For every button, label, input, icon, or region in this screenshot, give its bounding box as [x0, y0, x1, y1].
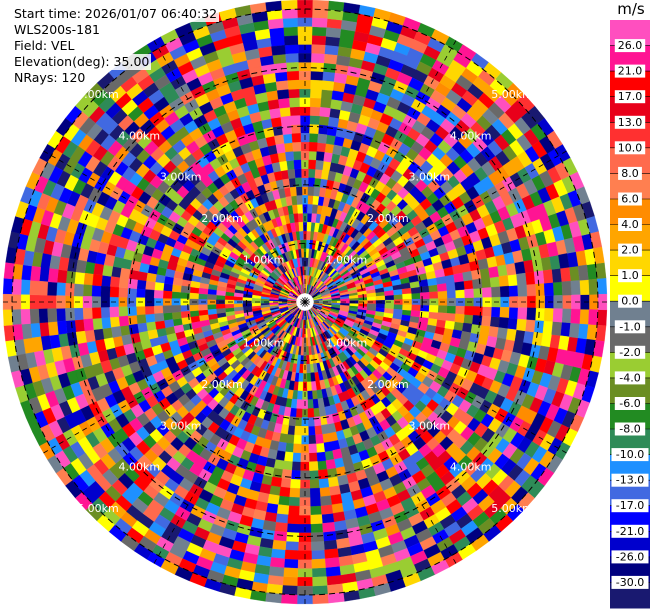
range-ring-label: 2.00km [201, 378, 243, 391]
range-ring-label: 5.00km [491, 88, 533, 101]
range-ring-label: 2.00km [367, 212, 409, 225]
colorbar-tick-label: 2.0 [621, 244, 639, 257]
colorbar-tick-label: -1.0 [619, 320, 640, 333]
colorbar: 26.0 21.0 17.0 13.0 10.0 8.0 6.0 4.0 2.0 1.0 0.0 -1… [610, 20, 650, 609]
colorbar-tick-label: 8.0 [621, 167, 639, 180]
colorbar-label-bg [614, 320, 646, 334]
colorbar-tick-label: 21.0 [618, 65, 643, 78]
ppi-plot: 1.00km 1.00km 1.00km 1.00km 2.00km 2.00km 2.00… [2, 0, 608, 605]
colorbar-label-bg [614, 115, 646, 129]
range-ring-label: 1.00km [243, 336, 285, 349]
colorbar-tick-label: -8.0 [619, 423, 640, 436]
range-ring-label: 4.00km [450, 129, 492, 142]
colorbar-label-bg [614, 39, 646, 53]
range-ring-label: 5.00km [77, 88, 119, 101]
instrument-label: WLS200s-181 [12, 22, 102, 38]
range-ring-label: 1.00km [326, 254, 368, 267]
elevation-label: Elevation(deg): 35.00 [12, 54, 152, 70]
field-label: Field: VEL [12, 38, 77, 54]
colorbar-tick-label: 1.0 [621, 269, 639, 282]
colorbar-label-bg [614, 345, 646, 359]
colorbar-tick-label: -2.0 [619, 346, 640, 359]
colorbar-tick-label: 10.0 [618, 141, 643, 154]
range-ring-label: 5.00km [77, 502, 119, 515]
colorbar-tick-label: -30.0 [616, 576, 644, 589]
colorbar-tick-label: 0.0 [621, 295, 639, 308]
colorbar-unit: m/s [617, 0, 645, 18]
colorbar-label-bg [611, 524, 649, 538]
colorbar-label-bg [614, 141, 646, 155]
range-ring-label: 4.00km [119, 461, 161, 474]
colorbar-tick-label: -4.0 [619, 371, 640, 384]
range-ring-label: 1.00km [243, 254, 285, 267]
colorbar-label-bg [614, 397, 646, 410]
colorbar-tick-label: 6.0 [621, 193, 639, 206]
colorbar-label-bg [614, 90, 646, 104]
colorbar-label-bg [611, 448, 649, 462]
range-ring-label: 2.00km [367, 378, 409, 391]
colorbar-label-bg [618, 166, 642, 180]
colorbar-tick-label: -13.0 [616, 474, 644, 487]
colorbar-label-bg [618, 192, 642, 206]
range-ring-label: 2.00km [201, 212, 243, 225]
velocity-gates [2, 0, 608, 605]
nrays-label: NRays: 120 [12, 70, 88, 86]
range-ring-label: 3.00km [409, 171, 451, 184]
colorbar-tick-label: -21.0 [616, 525, 644, 538]
colorbar-label-bg [611, 550, 649, 564]
range-ring-label: 5.00km [491, 502, 533, 515]
colorbar-label-bg [614, 64, 646, 78]
colorbar-tick-label: 17.0 [618, 90, 643, 103]
colorbar-tick-label: -10.0 [616, 448, 644, 461]
range-ring-label: 4.00km [119, 129, 161, 142]
colorbar-tick-label: -26.0 [616, 550, 644, 563]
colorbar-tick-label: 13.0 [618, 116, 643, 129]
range-ring-label: 3.00km [160, 171, 202, 184]
colorbar-tick-label: 4.0 [621, 218, 639, 231]
colorbar-label-bg [611, 499, 649, 513]
range-ring-label: 1.00km [326, 336, 368, 349]
colorbar-tick-label: -6.0 [619, 397, 640, 410]
colorbar-label-bg [614, 371, 646, 385]
range-ring-labels: 1.00km 1.00km 1.00km 1.00km 2.00km 2.00km 2.00… [77, 88, 533, 515]
range-ring-label: 4.00km [450, 461, 492, 474]
start-time-label: Start time: 2026/01/07 06:40:32 [12, 6, 220, 22]
colorbar-label-bg [614, 422, 646, 436]
range-ring-label: 3.00km [160, 419, 202, 432]
range-ring-label: 3.00km [409, 419, 451, 432]
colorbar-tick-label: -17.0 [616, 499, 644, 512]
colorbar-label-bg [618, 294, 642, 308]
colorbar-tick-label: 26.0 [618, 39, 643, 52]
colorbar-label-bg [611, 575, 649, 589]
colorbar-label-bg [611, 473, 649, 487]
colorbar-label-bg [618, 218, 642, 231]
colorbar-label-bg [618, 243, 642, 257]
colorbar-label-bg [618, 269, 642, 283]
